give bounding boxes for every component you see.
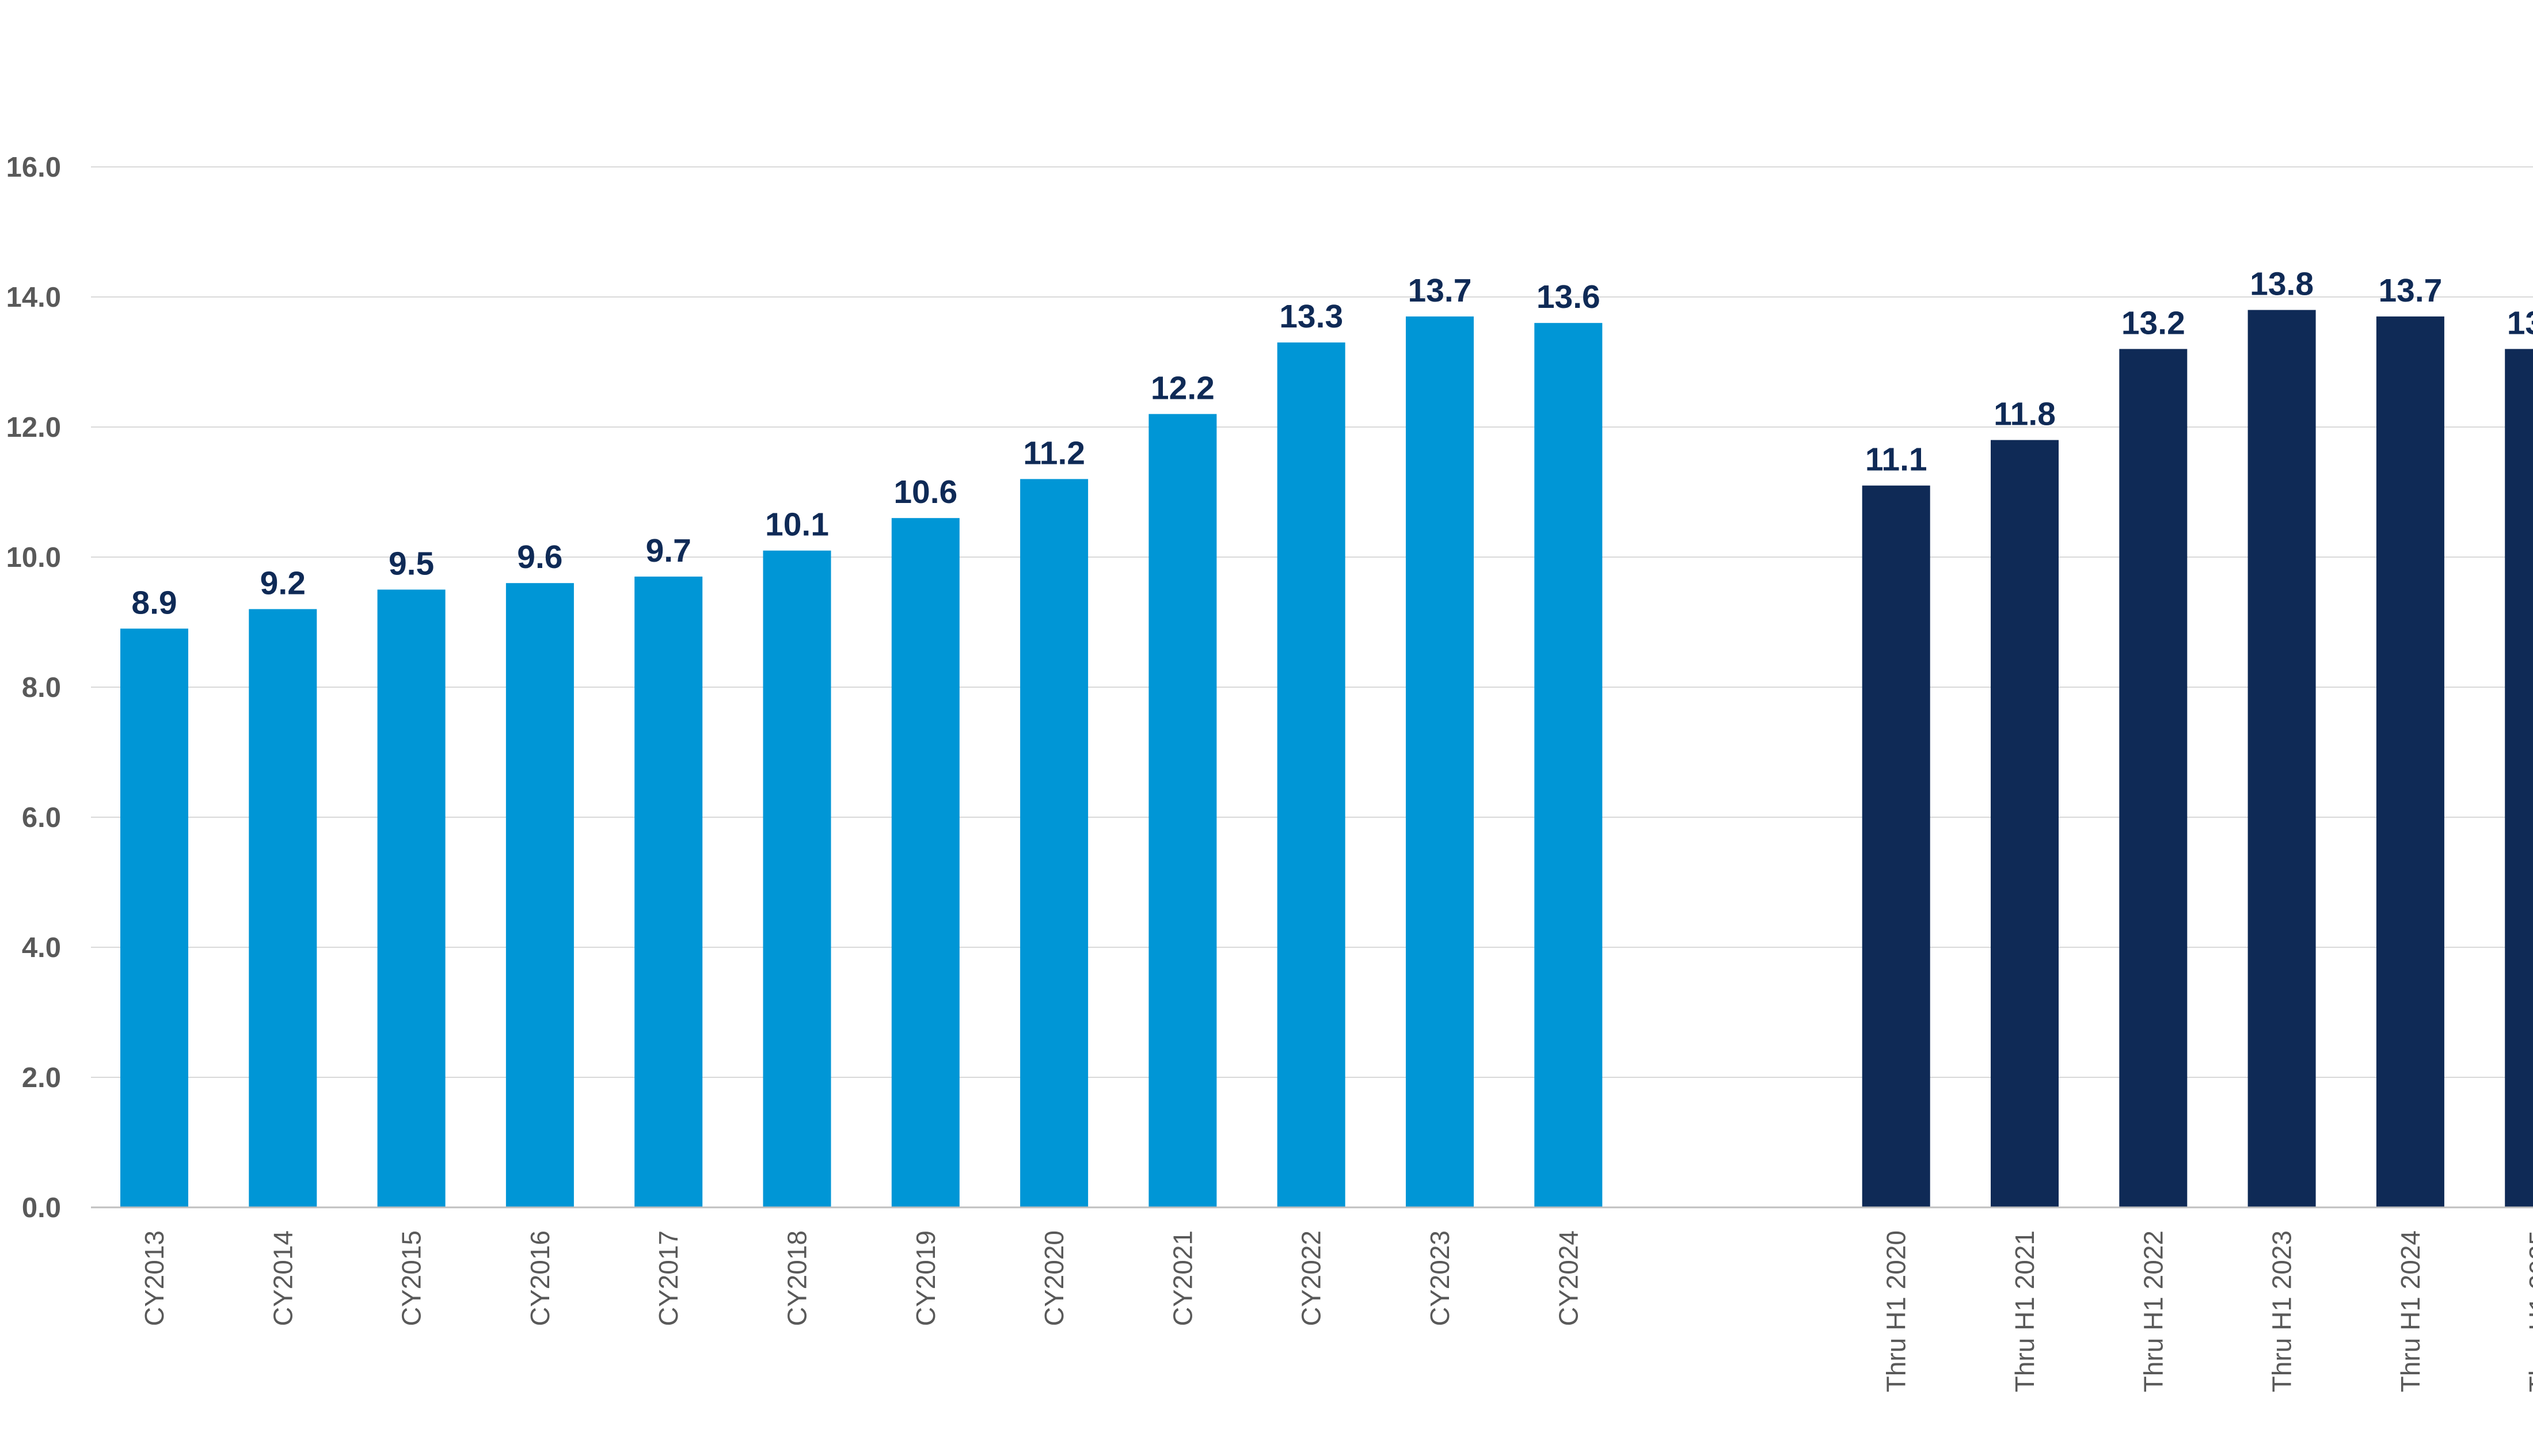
bar: [2119, 349, 2188, 1207]
data-label: 9.6: [517, 539, 562, 575]
bar: [2505, 349, 2533, 1207]
bar: [1534, 323, 1603, 1208]
x-tick-label: Thru H1 2020: [1881, 1230, 1911, 1392]
bar: [1406, 316, 1474, 1207]
data-label: 13.8: [2250, 266, 2314, 303]
bar: [763, 550, 831, 1208]
data-label: 11.2: [1023, 434, 1085, 471]
bar: [2247, 310, 2316, 1207]
data-label: 13.2: [2121, 304, 2185, 341]
data-label: 9.5: [389, 546, 434, 582]
x-axis-ticks: CY2013 CY2014 CY2015 CY2016 CY2017 CY2018 CY20…: [139, 1230, 2533, 1392]
bar: [1148, 414, 1217, 1207]
data-label: 13.3: [1279, 298, 1343, 335]
y-tick-label: 12.0: [6, 412, 61, 443]
bar: [377, 589, 446, 1207]
y-tick-label: 2.0: [22, 1062, 61, 1093]
bar: [1862, 485, 1930, 1208]
x-tick-label: CY2017: [653, 1230, 683, 1326]
data-label: 9.2: [260, 565, 306, 601]
y-axis-ticks: 0.0 2.0 4.0 6.0 8.0 10.0 12.0 14.0 16.0: [6, 152, 61, 1224]
bar: [1277, 342, 1345, 1207]
x-tick-label: Thru H1 2022: [2138, 1230, 2168, 1392]
bar: [1020, 479, 1089, 1207]
data-label: 12.2: [1151, 369, 1215, 406]
y-tick-label: 0.0: [22, 1192, 61, 1224]
data-label: 13.7: [1408, 272, 1472, 309]
x-tick-label: CY2021: [1167, 1230, 1197, 1326]
bar: [1991, 440, 2059, 1207]
bar: [120, 628, 188, 1207]
bar: [634, 576, 703, 1207]
x-tick-label: CY2013: [139, 1230, 169, 1326]
data-label: 13.2: [2507, 304, 2533, 341]
x-tick-label: Thru H1 2021: [2010, 1230, 2040, 1392]
bar: [891, 518, 960, 1208]
y-tick-label: 10.0: [6, 542, 61, 573]
bar: [505, 583, 574, 1208]
x-tick-label: CY2022: [1296, 1230, 1326, 1326]
y-tick-label: 4.0: [22, 932, 61, 963]
data-label: 11.1: [1865, 441, 1927, 478]
data-labels: 8.9 9.2 9.5 9.6 9.7 10.1 10.6 11.2 12.2 13.3 13.7 1…: [131, 266, 2533, 622]
x-tick-label: CY2020: [1039, 1230, 1069, 1326]
bar: [249, 609, 317, 1207]
data-label: 11.8: [1994, 396, 2056, 433]
data-label: 13.6: [1536, 279, 1600, 315]
x-tick-label: CY2019: [911, 1230, 941, 1326]
x-tick-label: Thru H1 2023: [2267, 1230, 2297, 1392]
data-label: 8.9: [131, 584, 177, 621]
data-label: 13.7: [2378, 272, 2442, 309]
y-tick-label: 6.0: [22, 802, 61, 833]
data-label: 10.1: [765, 506, 829, 543]
y-tick-label: 16.0: [6, 152, 61, 183]
bars: [120, 310, 2533, 1208]
y-tick-label: 14.0: [6, 282, 61, 313]
x-tick-label: CY2016: [525, 1230, 555, 1326]
data-label: 9.7: [646, 532, 691, 569]
data-label: 10.6: [893, 474, 957, 510]
x-tick-label: CY2014: [268, 1230, 298, 1326]
x-tick-label: CY2023: [1425, 1230, 1455, 1326]
bar: [2376, 316, 2444, 1207]
x-tick-label: CY2015: [397, 1230, 427, 1326]
x-tick-label: Thru H1 2025: [2524, 1230, 2533, 1392]
x-tick-label: CY2024: [1553, 1230, 1583, 1326]
y-tick-label: 8.0: [22, 672, 61, 703]
x-tick-label: Thru H1 2024: [2395, 1230, 2425, 1392]
x-tick-label: CY2018: [782, 1230, 812, 1326]
